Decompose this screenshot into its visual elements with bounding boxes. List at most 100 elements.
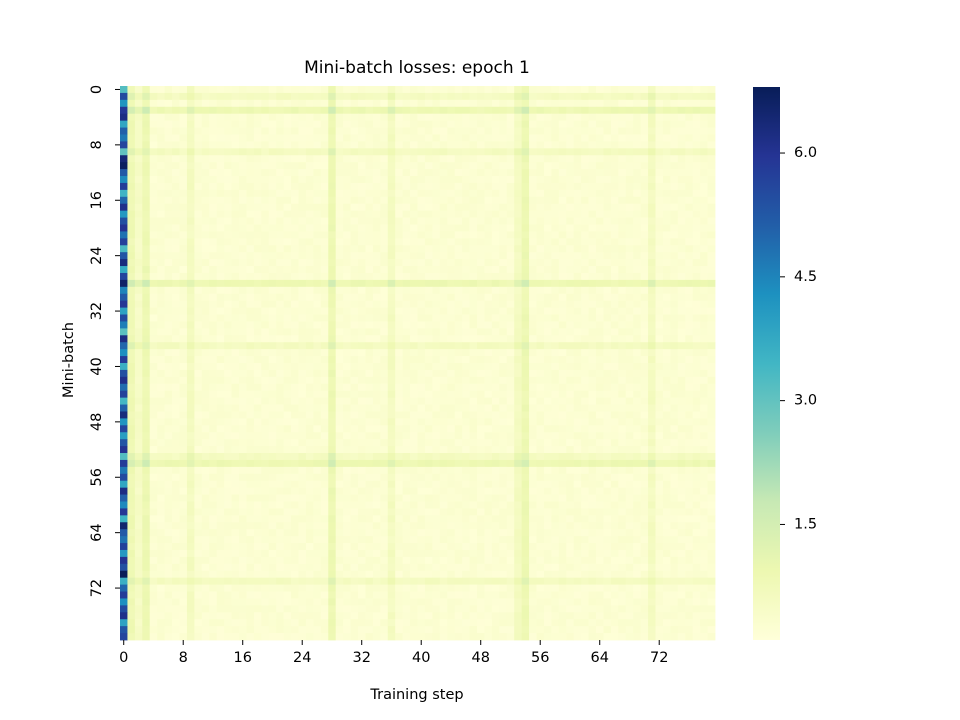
- heatmap-cell: [194, 169, 203, 177]
- heatmap-cell: [224, 141, 232, 149]
- heatmap-cell: [335, 272, 344, 281]
- heatmap-cell: [268, 148, 277, 156]
- heatmap-cell: [201, 162, 210, 170]
- heatmap-cell: [677, 148, 686, 156]
- heatmap-cell: [328, 335, 337, 343]
- heatmap-cell: [685, 99, 694, 108]
- heatmap-cell: [439, 169, 448, 177]
- heatmap-cell: [625, 411, 634, 419]
- heatmap-cell: [424, 162, 433, 170]
- heatmap-cell: [186, 404, 195, 412]
- heatmap-cell: [610, 439, 619, 447]
- heatmap-cell: [439, 307, 448, 315]
- heatmap-cell: [454, 279, 463, 288]
- heatmap-cell: [134, 473, 143, 482]
- heatmap-cell: [149, 363, 158, 371]
- heatmap-cell: [164, 127, 173, 135]
- heatmap-cell: [120, 238, 128, 246]
- heatmap-cell: [596, 106, 604, 115]
- heatmap-cell: [410, 321, 418, 329]
- heatmap-cell: [224, 508, 232, 516]
- heatmap-cell: [700, 335, 708, 343]
- heatmap-cell: [477, 238, 485, 246]
- heatmap-cell: [514, 293, 523, 302]
- heatmap-cell: [477, 210, 485, 218]
- heatmap-cell: [573, 99, 582, 108]
- heatmap-cell: [186, 293, 195, 302]
- heatmap-cell: [707, 376, 716, 385]
- heatmap-cell: [551, 328, 560, 336]
- heatmap-cell: [603, 501, 612, 509]
- heatmap-cell: [543, 155, 552, 163]
- heatmap-cell: [648, 473, 656, 482]
- heatmap-cell: [149, 203, 158, 212]
- heatmap-cell: [469, 397, 478, 405]
- heatmap-cell: [610, 127, 619, 135]
- heatmap-cell: [157, 217, 166, 225]
- heatmap-cell: [447, 106, 456, 115]
- heatmap-cell: [239, 148, 247, 156]
- heatmap-cell: [216, 425, 225, 433]
- heatmap-cell: [640, 176, 649, 184]
- heatmap-cell: [350, 487, 359, 495]
- heatmap-cell: [305, 286, 314, 295]
- heatmap-cell: [134, 155, 143, 163]
- heatmap-cell: [246, 335, 255, 343]
- heatmap-cell: [566, 203, 575, 212]
- heatmap-cell: [573, 169, 582, 177]
- heatmap-cell: [677, 335, 686, 343]
- heatmap-cell: [573, 189, 582, 198]
- heatmap-cell: [201, 369, 210, 378]
- heatmap-cell: [625, 314, 634, 322]
- heatmap-cell: [462, 494, 470, 502]
- heatmap-cell: [514, 439, 523, 447]
- heatmap-cell: [127, 176, 136, 184]
- heatmap-cell: [328, 473, 337, 482]
- heatmap-cell: [224, 363, 232, 371]
- heatmap-cell: [581, 300, 589, 308]
- heatmap-cell: [276, 196, 285, 205]
- heatmap-cell: [387, 425, 396, 433]
- heatmap-cell: [432, 286, 441, 295]
- heatmap-cell: [588, 293, 597, 302]
- heatmap-cell: [685, 266, 694, 274]
- heatmap-cell: [142, 376, 151, 385]
- heatmap-cell: [469, 286, 478, 295]
- heatmap-cell: [566, 446, 575, 454]
- heatmap-cell: [625, 480, 634, 489]
- heatmap-cell: [387, 307, 396, 315]
- heatmap-cell: [365, 259, 374, 267]
- heatmap-cell: [439, 487, 448, 495]
- heatmap-cell: [588, 176, 597, 184]
- heatmap-cell: [648, 252, 656, 260]
- heatmap-cell: [231, 86, 240, 94]
- heatmap-cell: [566, 224, 575, 232]
- heatmap-cell: [506, 224, 515, 232]
- heatmap-cell: [224, 369, 232, 378]
- heatmap-cell: [343, 86, 351, 94]
- heatmap-cell: [477, 411, 485, 419]
- heatmap-cell: [648, 224, 656, 232]
- heatmap-cell: [335, 376, 344, 385]
- heatmap-cell: [662, 473, 671, 482]
- heatmap-cell: [179, 259, 188, 267]
- heatmap-cell: [633, 494, 642, 502]
- heatmap-cell: [186, 515, 195, 523]
- heatmap-cell: [581, 272, 589, 281]
- heatmap-cell: [142, 99, 151, 108]
- heatmap-cell: [543, 411, 552, 419]
- heatmap-cell: [380, 376, 389, 385]
- heatmap-cell: [209, 92, 218, 101]
- heatmap-cell: [224, 92, 232, 101]
- heatmap-cell: [685, 92, 694, 101]
- heatmap-cell: [462, 411, 470, 419]
- heatmap-cell: [655, 314, 664, 322]
- heatmap-cell: [305, 252, 314, 260]
- heatmap-cell: [566, 293, 575, 302]
- heatmap-cell: [603, 459, 612, 468]
- heatmap-cell: [253, 328, 262, 336]
- heatmap-cell: [469, 411, 478, 419]
- heatmap-cell: [239, 411, 247, 419]
- heatmap-cell: [395, 86, 404, 94]
- heatmap-cell: [343, 425, 351, 433]
